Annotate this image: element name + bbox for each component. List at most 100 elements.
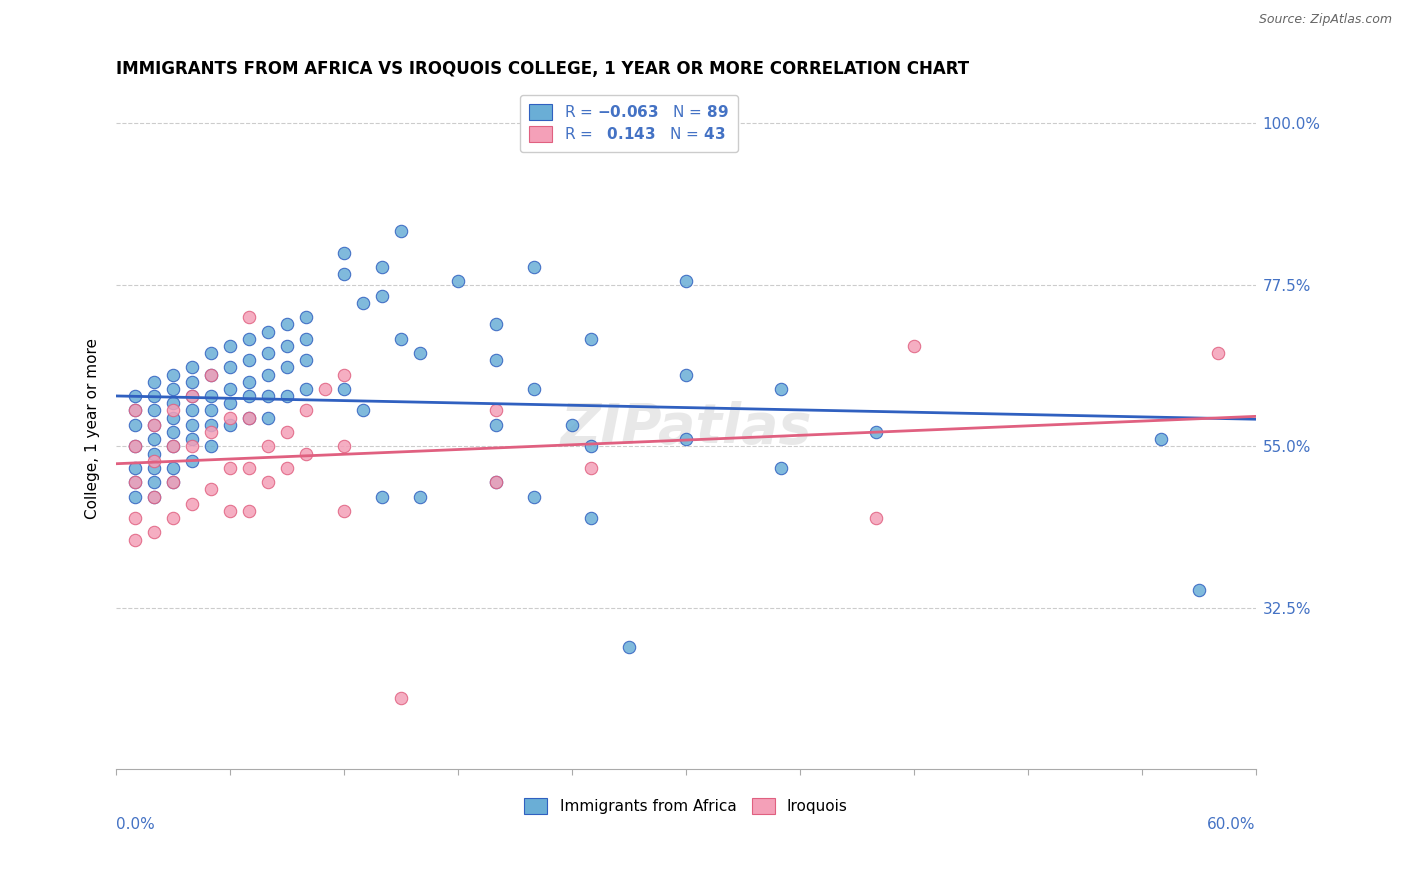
Point (181, 360, 204, 375)
Point (314, 382, 336, 396)
Point (1188, 582, 1211, 597)
Point (200, 368, 222, 382)
Point (200, 403, 222, 417)
Point (124, 475, 146, 490)
Point (181, 453, 204, 467)
Point (143, 446, 166, 460)
Text: Source: ZipAtlas.com: Source: ZipAtlas.com (1258, 13, 1392, 27)
Point (352, 295, 374, 310)
Point (238, 353, 260, 368)
Point (124, 475, 146, 490)
Point (143, 525, 166, 540)
Point (181, 389, 204, 403)
Point (162, 368, 184, 382)
Point (257, 346, 280, 360)
Point (124, 461, 146, 475)
Point (162, 439, 184, 453)
Point (162, 425, 184, 439)
Point (579, 511, 602, 525)
Point (200, 425, 222, 439)
Point (162, 382, 184, 396)
Point (523, 382, 546, 396)
Point (617, 640, 640, 655)
Point (200, 439, 222, 453)
Point (181, 439, 204, 453)
Point (219, 360, 242, 375)
Point (447, 274, 470, 288)
Point (579, 439, 602, 453)
Point (903, 339, 925, 353)
Point (485, 475, 508, 490)
Point (389, 690, 412, 705)
Point (333, 368, 356, 382)
Point (389, 224, 412, 238)
Point (485, 475, 508, 490)
Point (143, 417, 166, 432)
Point (675, 432, 697, 446)
Point (295, 403, 318, 417)
Point (371, 288, 394, 302)
Point (143, 490, 166, 504)
Point (276, 360, 298, 375)
Point (238, 389, 260, 403)
Point (143, 389, 166, 403)
Point (238, 332, 260, 346)
Point (162, 511, 184, 525)
Point (485, 353, 508, 368)
Point (219, 417, 242, 432)
Point (257, 325, 280, 339)
Point (295, 353, 318, 368)
Point (579, 332, 602, 346)
Point (523, 260, 546, 274)
Point (181, 375, 204, 389)
Point (257, 439, 280, 453)
Point (219, 410, 242, 425)
Point (181, 417, 204, 432)
Point (333, 504, 356, 518)
Point (200, 346, 222, 360)
Point (162, 475, 184, 490)
Point (200, 417, 222, 432)
Point (181, 389, 204, 403)
Point (143, 417, 166, 432)
Point (276, 461, 298, 475)
Point (181, 432, 204, 446)
Point (219, 382, 242, 396)
Point (675, 274, 697, 288)
Point (124, 511, 146, 525)
Point (295, 310, 318, 325)
Point (389, 332, 412, 346)
Legend: Immigrants from Africa, Iroquois: Immigrants from Africa, Iroquois (515, 789, 856, 823)
Point (200, 483, 222, 497)
Point (257, 368, 280, 382)
Y-axis label: College, 1 year or more: College, 1 year or more (86, 338, 100, 519)
Point (295, 446, 318, 460)
Point (1150, 432, 1173, 446)
Point (143, 375, 166, 389)
Point (162, 475, 184, 490)
Point (219, 504, 242, 518)
Point (200, 368, 222, 382)
Point (143, 461, 166, 475)
Point (143, 403, 166, 417)
Point (561, 417, 583, 432)
Point (276, 318, 298, 332)
Point (124, 439, 146, 453)
Point (200, 389, 222, 403)
Point (276, 425, 298, 439)
Point (333, 245, 356, 260)
Text: ZIPatlas: ZIPatlas (560, 401, 811, 456)
Point (162, 461, 184, 475)
Point (371, 490, 394, 504)
Point (238, 410, 260, 425)
Point (238, 410, 260, 425)
Point (409, 490, 432, 504)
Point (162, 403, 184, 417)
Point (257, 475, 280, 490)
Point (769, 461, 792, 475)
Point (276, 339, 298, 353)
Point (219, 396, 242, 410)
Point (865, 425, 887, 439)
Point (219, 461, 242, 475)
Point (238, 504, 260, 518)
